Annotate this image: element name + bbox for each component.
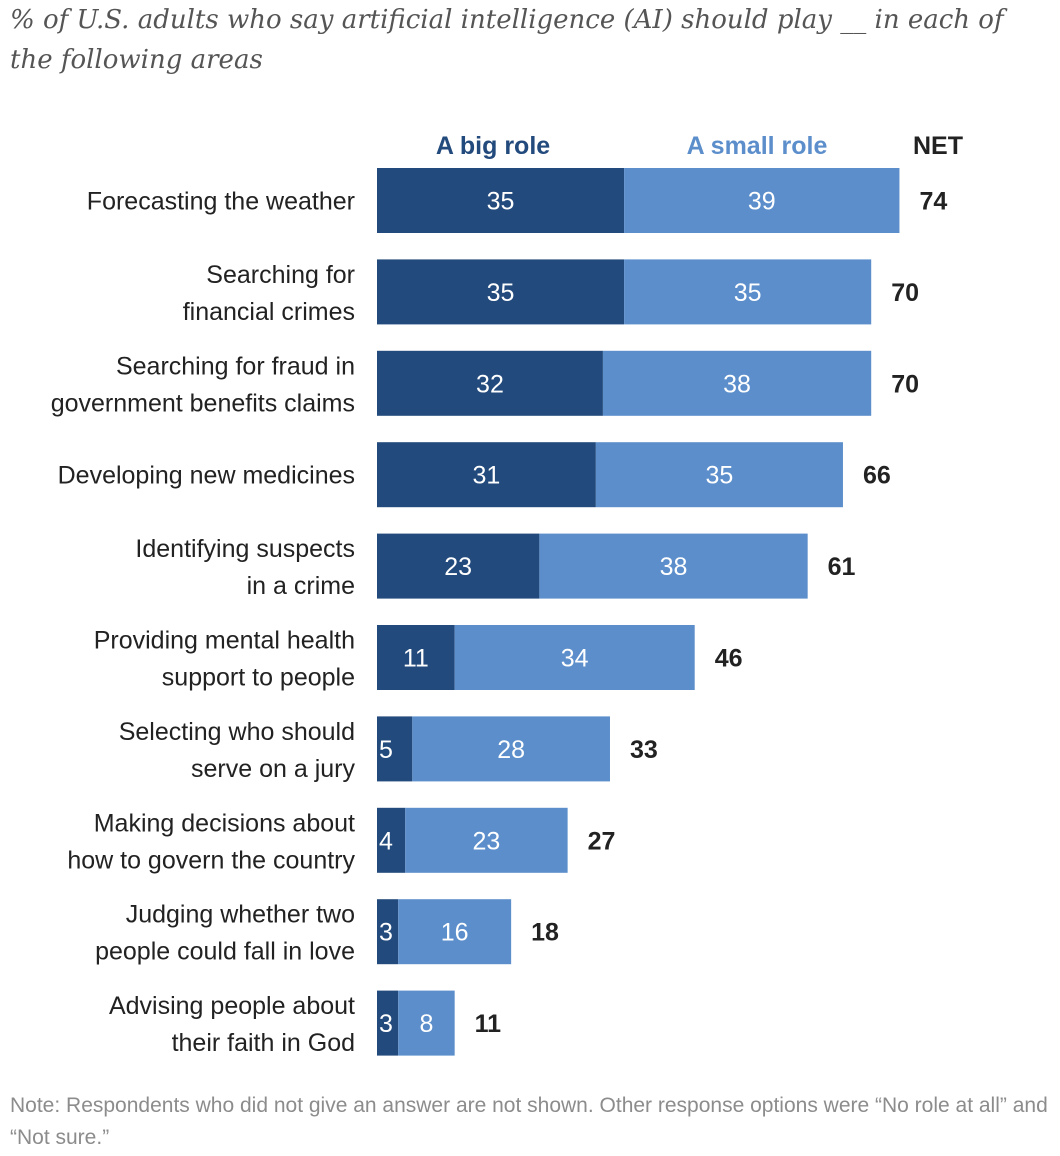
value-big-role: 23 xyxy=(444,553,472,581)
category-label: Selecting who should serve on a jury xyxy=(119,718,356,783)
value-small-role: 35 xyxy=(734,279,762,307)
stacked-bar-chart: A big role A small role NET Forecasting … xyxy=(51,132,963,1057)
bar-small-role xyxy=(624,168,900,233)
bar-big-role xyxy=(377,350,603,416)
legend-small-role: A small role xyxy=(687,132,828,160)
bar-big-role xyxy=(377,990,399,1056)
category-label: Forecasting the weather xyxy=(87,188,355,216)
category-label: Judging whether two people could fall in … xyxy=(95,901,355,966)
value-big-role: 32 xyxy=(476,370,504,398)
value-small-role: 28 xyxy=(497,736,525,764)
bar-big-role xyxy=(377,899,399,965)
category-label: Searching for fraud in government benefit… xyxy=(51,352,355,417)
value-big-role: 5 xyxy=(379,736,393,764)
value-small-role: 38 xyxy=(660,553,688,581)
value-big-role: 35 xyxy=(487,188,515,216)
value-net: 46 xyxy=(715,645,743,673)
bar-small-role xyxy=(624,259,872,325)
bar-small-role xyxy=(405,807,568,873)
bar-small-role xyxy=(398,990,455,1056)
value-small-role: 23 xyxy=(473,827,501,855)
bar-big-role xyxy=(377,716,413,782)
value-big-role: 11 xyxy=(403,645,429,673)
bar-big-role xyxy=(377,442,596,508)
bar-big-role xyxy=(377,533,540,599)
bar-small-role xyxy=(454,625,695,690)
bar-big-role xyxy=(377,625,455,690)
value-net: 27 xyxy=(588,827,616,855)
value-net: 18 xyxy=(531,919,559,947)
value-small-role: 38 xyxy=(723,370,751,398)
bar-small-role xyxy=(412,716,610,782)
value-small-role: 35 xyxy=(706,462,734,490)
value-net: 66 xyxy=(863,462,891,490)
value-net: 33 xyxy=(630,736,658,764)
value-small-role: 16 xyxy=(441,919,469,947)
legend-big-role: A big role xyxy=(436,132,550,160)
value-net: 70 xyxy=(891,370,919,398)
value-net: 61 xyxy=(828,553,856,581)
category-label: Developing new medicines xyxy=(58,462,355,490)
bar-small-role xyxy=(539,533,808,599)
chart-note: Note: Respondents who did not give an an… xyxy=(10,1094,1048,1149)
bar-small-role xyxy=(602,350,872,416)
category-label: Providing mental health support to people xyxy=(94,627,355,692)
value-net: 70 xyxy=(891,279,919,307)
bar-big-role xyxy=(377,168,625,233)
value-net: 74 xyxy=(919,188,947,216)
category-label: Searching for financial crimes xyxy=(183,261,355,326)
value-big-role: 4 xyxy=(379,827,393,855)
value-net: 11 xyxy=(475,1010,502,1038)
value-big-role: 35 xyxy=(487,279,515,307)
category-label: Advising people about their faith in God xyxy=(109,992,355,1057)
value-small-role: 39 xyxy=(748,188,776,216)
legend-net: NET xyxy=(913,132,963,160)
value-big-role: 31 xyxy=(473,462,501,490)
category-label: Identifying suspects in a crime xyxy=(135,535,355,600)
value-big-role: 3 xyxy=(379,1010,393,1038)
bar-big-role xyxy=(377,259,625,325)
bar-big-role xyxy=(377,807,406,873)
chart-subtitle: % of U.S. adults who say artificial inte… xyxy=(10,5,1004,75)
value-big-role: 3 xyxy=(379,919,393,947)
category-label: Making decisions about how to govern the … xyxy=(67,809,355,874)
bar-small-role xyxy=(595,442,843,508)
value-small-role: 8 xyxy=(419,1010,433,1038)
bar-small-role xyxy=(398,899,512,965)
value-small-role: 34 xyxy=(561,645,589,673)
